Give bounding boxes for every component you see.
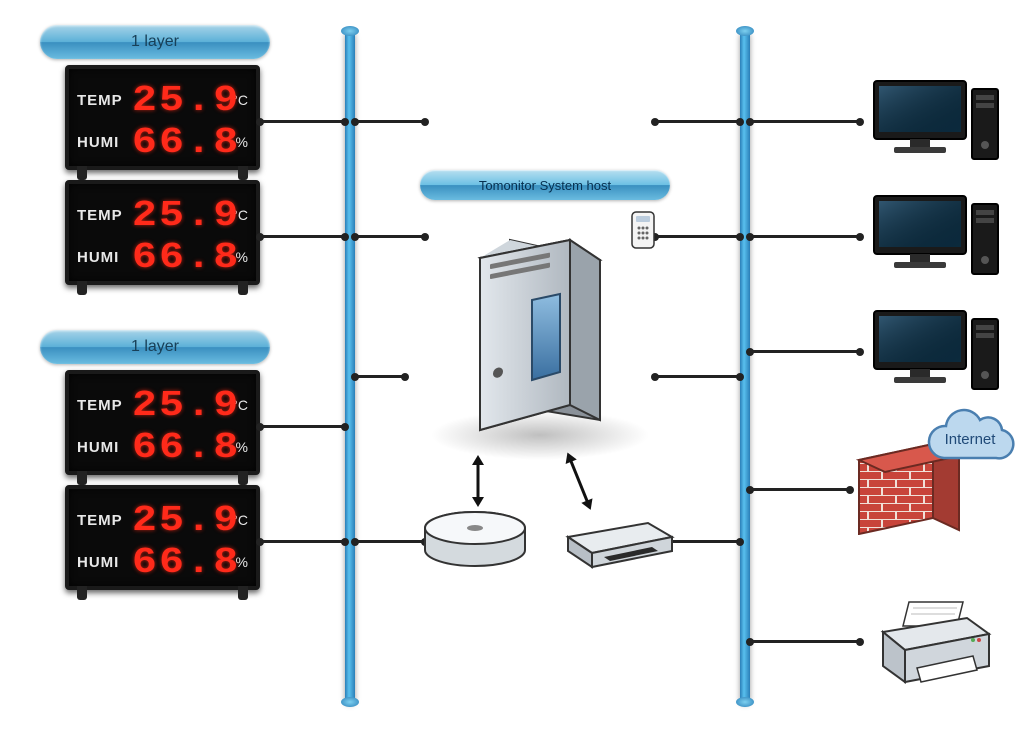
sensor-humi-label: HUMI (77, 134, 132, 151)
pc-client-icon (870, 305, 1000, 395)
sensor-panel-3: TEMP 25.9 °C HUMI 66.8 % (65, 370, 260, 475)
connector-line (655, 235, 740, 238)
separator-bar-1 (345, 30, 355, 703)
connector-line (750, 350, 860, 353)
connector-line (750, 235, 860, 238)
sensor-panel-4: TEMP 25.9 °C HUMI 66.8 % (65, 485, 260, 590)
connector-line (355, 235, 425, 238)
connector-line (260, 540, 345, 543)
layer-pill-bottom: 1 layer (40, 330, 270, 364)
connector-line (655, 120, 740, 123)
pc-client-icon (870, 75, 1000, 165)
separator-bar-2 (740, 30, 750, 703)
layer-pill-bottom-label: 1 layer (131, 338, 179, 356)
arrow-down-right-icon (558, 449, 602, 519)
connector-line (355, 375, 405, 378)
connector-line (355, 540, 425, 543)
host-title-pill: Tomonitor System host (420, 170, 670, 200)
sensor-panel-1: TEMP 25.9 °C HUMI 66.8 % (65, 65, 260, 170)
database-disk-icon (420, 510, 530, 575)
diagram-root: 1 layer TEMP 25.9 °C HUMI 66.8 % TEMP 25… (0, 0, 1024, 733)
connector-line (750, 640, 860, 643)
host-title-label: Tomonitor System host (479, 178, 611, 193)
modem-box-icon (560, 515, 680, 575)
connector-line (260, 235, 345, 238)
remote-control-icon (630, 210, 656, 255)
internet-cloud-label: Internet (920, 408, 1020, 470)
layer-pill-top: 1 layer (40, 25, 270, 59)
printer-icon (865, 600, 995, 700)
sensor-panel-2: TEMP 25.9 °C HUMI 66.8 % (65, 180, 260, 285)
connector-line (750, 120, 860, 123)
sensor-temp-value: 25.9 (132, 80, 241, 121)
connector-line (750, 488, 850, 491)
server-tower-icon (460, 230, 630, 450)
layer-pill-top-label: 1 layer (131, 33, 179, 51)
internet-cloud-icon: Internet (920, 408, 1020, 468)
connector-line (655, 375, 740, 378)
pc-client-icon (870, 190, 1000, 280)
connector-line (260, 425, 345, 428)
connector-line (355, 120, 425, 123)
connector-line (260, 120, 345, 123)
sensor-temp-label: TEMP (77, 92, 132, 109)
arrow-down-left-icon (468, 455, 488, 512)
sensor-humi-value: 66.8 (132, 122, 241, 163)
